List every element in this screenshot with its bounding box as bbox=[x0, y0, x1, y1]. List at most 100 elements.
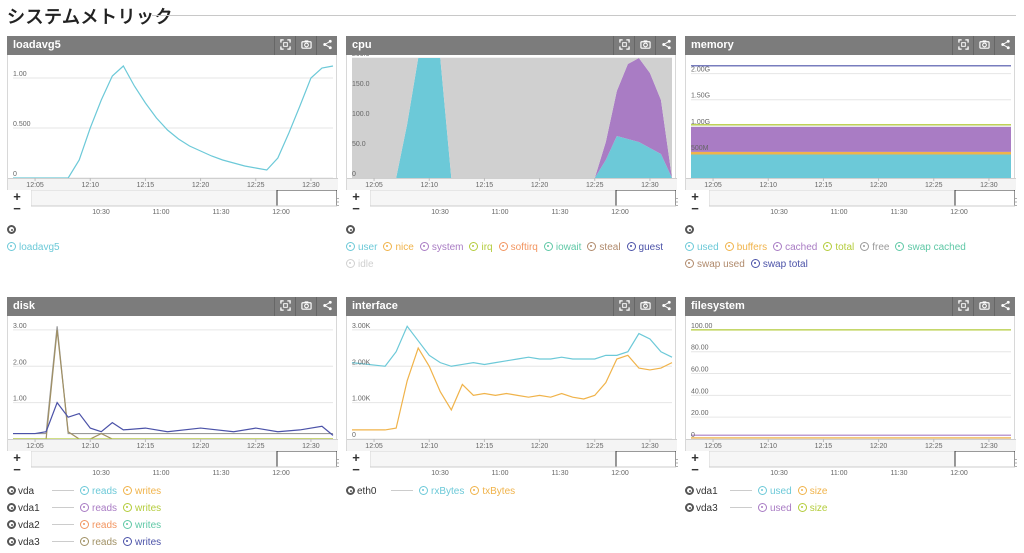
memory-chart-svg[interactable]: 500M 1.00G 1.50G 2.00G 12:05 12:10 12:15 12:20 1… bbox=[686, 55, 1016, 190]
snapshot-button[interactable] bbox=[973, 36, 994, 55]
legend-item[interactable]: user bbox=[346, 239, 377, 256]
legend-item[interactable]: swap cached bbox=[895, 239, 966, 256]
fullscreen-icon bbox=[279, 37, 291, 55]
zoom-out-button[interactable]: − bbox=[691, 201, 699, 216]
legend-item[interactable]: reads bbox=[80, 534, 117, 551]
navigator-drag-handle[interactable]: ⋮ bbox=[333, 458, 343, 469]
legend-device-toggle[interactable] bbox=[346, 486, 355, 495]
zoom-out-button[interactable]: − bbox=[352, 462, 360, 477]
legend-item[interactable]: used bbox=[758, 500, 792, 517]
legend-toggle-all[interactable] bbox=[7, 225, 16, 234]
fullscreen-icon bbox=[957, 37, 969, 55]
zoom-in-button[interactable]: + bbox=[352, 450, 360, 465]
disk-panel-header: disk bbox=[7, 297, 337, 316]
navigator-track[interactable]: 10:30 11:00 11:30 12:00 ⋮ bbox=[708, 450, 1021, 479]
navigator-drag-handle[interactable]: ⋮ bbox=[333, 197, 343, 208]
fullscreen-button[interactable] bbox=[613, 297, 634, 316]
snapshot-button[interactable] bbox=[295, 297, 316, 316]
navigator-track[interactable]: 10:30 11:00 11:30 12:00 ⋮ bbox=[369, 189, 682, 218]
snapshot-button[interactable] bbox=[634, 297, 655, 316]
legend-item[interactable]: size bbox=[797, 483, 827, 500]
navigator-track[interactable]: 10:30 11:00 11:30 12:00 ⋮ bbox=[708, 189, 1021, 218]
fullscreen-button[interactable] bbox=[613, 36, 634, 55]
legend-item[interactable]: writes bbox=[123, 500, 161, 517]
legend-item[interactable]: iowait bbox=[543, 239, 581, 256]
share-button[interactable] bbox=[316, 297, 337, 316]
zoom-out-button[interactable]: − bbox=[13, 201, 21, 216]
legend-device-toggle[interactable] bbox=[7, 520, 16, 529]
share-button[interactable] bbox=[655, 297, 676, 316]
memory-chart[interactable]: 500M 1.00G 1.50G 2.00G 12:05 12:10 12:15 12:20 1… bbox=[685, 55, 1016, 190]
legend-item[interactable]: idle bbox=[346, 256, 374, 273]
loadavg5-chart-svg[interactable]: 0 0.500 1.00 12:05 12:10 12:15 12:20 12:25 12:30 bbox=[8, 55, 338, 190]
legend-device-toggle[interactable] bbox=[685, 486, 694, 495]
legend-item[interactable]: writes bbox=[123, 483, 161, 500]
legend-item[interactable]: swap used bbox=[685, 256, 745, 273]
legend-device-toggle[interactable] bbox=[7, 537, 16, 546]
fullscreen-button[interactable] bbox=[952, 36, 973, 55]
legend-toggle-all[interactable] bbox=[346, 225, 355, 234]
zoom-out-button[interactable]: − bbox=[13, 462, 21, 477]
legend-item[interactable]: free bbox=[860, 239, 889, 256]
navigator-drag-handle[interactable]: ⋮ bbox=[1011, 197, 1021, 208]
legend-device-toggle[interactable] bbox=[7, 503, 16, 512]
title-divider bbox=[152, 15, 1016, 16]
navigator-track[interactable]: 10:30 11:00 11:30 12:00 ⋮ bbox=[369, 450, 682, 479]
legend-item[interactable]: buffers bbox=[724, 239, 767, 256]
legend-item[interactable]: writes bbox=[123, 517, 161, 534]
disk-chart-svg[interactable]: 1.00 2.00 3.00 12:05 12:10 12:15 12:20 12:25 12:… bbox=[8, 316, 338, 451]
legend-item[interactable]: cached bbox=[773, 239, 817, 256]
zoom-out-button[interactable]: − bbox=[691, 462, 699, 477]
share-button[interactable] bbox=[655, 36, 676, 55]
navigator-drag-handle[interactable]: ⋮ bbox=[1011, 458, 1021, 469]
share-button[interactable] bbox=[994, 297, 1015, 316]
legend-item[interactable]: steal bbox=[587, 239, 621, 256]
legend-item[interactable]: nice bbox=[383, 239, 414, 256]
zoom-in-button[interactable]: + bbox=[691, 189, 699, 204]
disk-chart[interactable]: 1.00 2.00 3.00 12:05 12:10 12:15 12:20 12:25 12:… bbox=[7, 316, 338, 451]
legend-item[interactable]: reads bbox=[80, 517, 117, 534]
legend-item[interactable]: irq bbox=[469, 239, 493, 256]
snapshot-button[interactable] bbox=[634, 36, 655, 55]
navigator-track[interactable]: 10:30 11:00 11:30 12:00 ⋮ bbox=[30, 189, 343, 218]
navigator-drag-handle[interactable]: ⋮ bbox=[672, 197, 682, 208]
loadavg5-chart[interactable]: 0 0.500 1.00 12:05 12:10 12:15 12:20 12:25 12:30 bbox=[7, 55, 338, 190]
cpu-chart-svg[interactable]: 0 50.0 100.0 150.0 200.0 12:05 12:10 12:15 12:20… bbox=[347, 55, 677, 190]
snapshot-button[interactable] bbox=[295, 36, 316, 55]
legend-item[interactable]: used bbox=[685, 239, 719, 256]
zoom-in-button[interactable]: + bbox=[691, 450, 699, 465]
zoom-in-button[interactable]: + bbox=[352, 189, 360, 204]
interface-chart-svg[interactable]: 0 1.00K 2.00K 3.00K 12:05 12:10 12:15 12:20 12:2… bbox=[347, 316, 677, 451]
navigator-drag-handle[interactable]: ⋮ bbox=[672, 458, 682, 469]
legend-item[interactable]: reads bbox=[80, 483, 117, 500]
legend-item[interactable]: guest bbox=[626, 239, 663, 256]
legend-toggle-all[interactable] bbox=[685, 225, 694, 234]
legend-item[interactable]: used bbox=[758, 483, 792, 500]
legend-item[interactable]: writes bbox=[123, 534, 161, 551]
legend-item[interactable]: txBytes bbox=[470, 483, 515, 500]
legend-item[interactable]: system bbox=[419, 239, 463, 256]
filesystem-chart-svg[interactable]: 0 20.00 40.00 60.00 80.00 100.00 12:05 12:10 12:… bbox=[686, 316, 1016, 451]
filesystem-chart[interactable]: 0 20.00 40.00 60.00 80.00 100.00 12:05 12:10 12:… bbox=[685, 316, 1016, 451]
legend-item[interactable]: rxBytes bbox=[419, 483, 464, 500]
fullscreen-button[interactable] bbox=[274, 36, 295, 55]
zoom-in-button[interactable]: + bbox=[13, 450, 21, 465]
legend-item[interactable]: swap total bbox=[750, 256, 808, 273]
share-button[interactable] bbox=[316, 36, 337, 55]
cpu-chart[interactable]: 0 50.0 100.0 150.0 200.0 12:05 12:10 12:15 12:20… bbox=[346, 55, 677, 190]
legend-item[interactable]: softirq bbox=[498, 239, 538, 256]
snapshot-button[interactable] bbox=[973, 297, 994, 316]
interface-chart[interactable]: 0 1.00K 2.00K 3.00K 12:05 12:10 12:15 12:20 12:2… bbox=[346, 316, 677, 451]
fullscreen-button[interactable] bbox=[274, 297, 295, 316]
navigator-track[interactable]: 10:30 11:00 11:30 12:00 ⋮ bbox=[30, 450, 343, 479]
zoom-out-button[interactable]: − bbox=[352, 201, 360, 216]
legend-device-toggle[interactable] bbox=[685, 503, 694, 512]
legend-item[interactable]: size bbox=[797, 500, 827, 517]
legend-item[interactable]: loadavg5 bbox=[7, 239, 60, 256]
zoom-in-button[interactable]: + bbox=[13, 189, 21, 204]
share-button[interactable] bbox=[994, 36, 1015, 55]
legend-item[interactable]: reads bbox=[80, 500, 117, 517]
legend-item[interactable]: total bbox=[823, 239, 854, 256]
legend-device-toggle[interactable] bbox=[7, 486, 16, 495]
fullscreen-button[interactable] bbox=[952, 297, 973, 316]
